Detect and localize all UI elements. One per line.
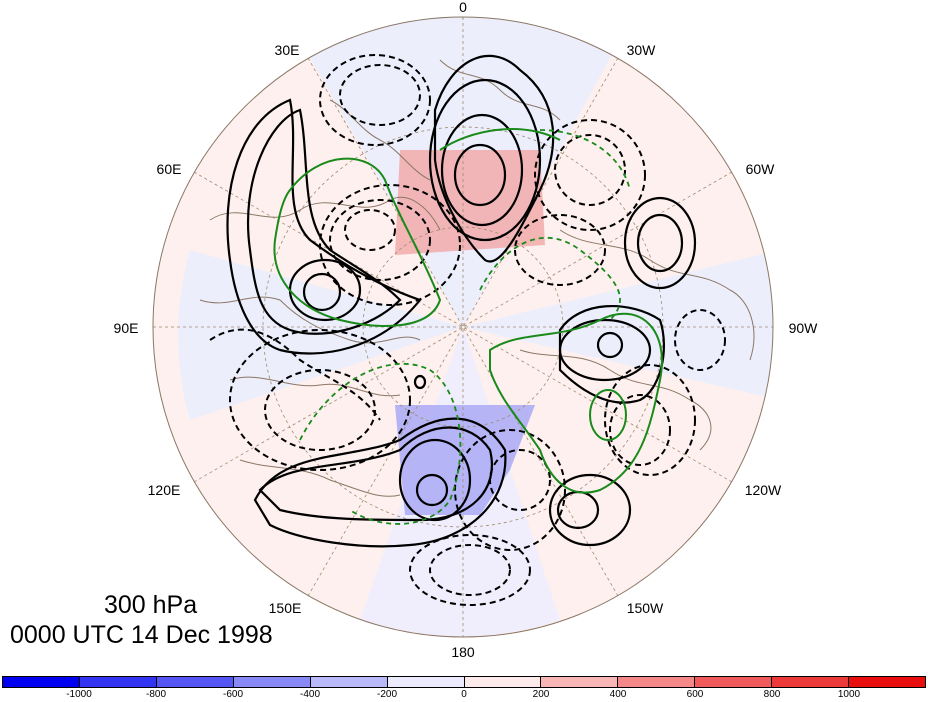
colorbar-tick-label: 0 [461, 689, 467, 700]
colorbar-box [695, 677, 773, 687]
lon-label-150w: 150W [627, 600, 664, 616]
lon-label-90e: 90E [114, 320, 139, 336]
colorbar-tick-label: -600 [222, 689, 244, 700]
colorbar-tick-label: -400 [299, 689, 321, 700]
colorbar [2, 676, 926, 688]
colorbar-box [849, 677, 926, 687]
lon-label-60w: 60W [746, 161, 776, 177]
colorbar-box [541, 677, 619, 687]
colorbar-tick-label: -800 [145, 689, 167, 700]
colorbar-tick-label: 1000 [837, 689, 861, 700]
colorbar-tick-label: 800 [763, 689, 781, 700]
lon-label-30w: 30W [627, 42, 657, 58]
colorbar-box [79, 677, 157, 687]
negative-contours [209, 54, 726, 606]
colorbar-tick-label: 600 [686, 689, 704, 700]
lon-label-180: 180 [451, 644, 475, 660]
colorbar-tick-label: 400 [609, 689, 627, 700]
colorbar-box [464, 677, 542, 687]
longitude-labels: 0 30W 60W 90W 120W 150W 180 150E 120E 90… [114, 0, 819, 660]
lon-label-30e: 30E [275, 42, 300, 58]
lon-label-120w: 120W [745, 482, 782, 498]
colorbar-box [156, 677, 234, 687]
colorbar-box [387, 677, 465, 687]
colorbar-box [233, 677, 311, 687]
map-boundary [152, 16, 774, 638]
green-dashed-contours [299, 129, 631, 525]
lon-label-90w: 90W [789, 320, 819, 336]
valid-time-title: 0000 UTC 14 Dec 1998 [10, 621, 273, 649]
colorbar-box [618, 677, 696, 687]
lon-label-0: 0 [459, 0, 467, 15]
colorbar-box [310, 677, 388, 687]
green-contours [273, 128, 663, 494]
lon-label-60e: 60E [157, 161, 182, 177]
pressure-level-title: 300 hPa [104, 591, 198, 619]
colorbar-labels: -1000 -800 -600 -400 -200 0 200 400 600 800 1000 [2, 689, 926, 702]
colorbar-tick-label: -200 [376, 689, 398, 700]
colorbar-box [772, 677, 850, 687]
lon-label-120e: 120E [148, 482, 181, 498]
lon-label-150e: 150E [269, 600, 302, 616]
positive-contours [226, 54, 697, 548]
colorbar-tick-label: -1000 [66, 689, 92, 700]
colorbar-tick-label: 200 [532, 689, 550, 700]
colorbar-box [3, 677, 80, 687]
